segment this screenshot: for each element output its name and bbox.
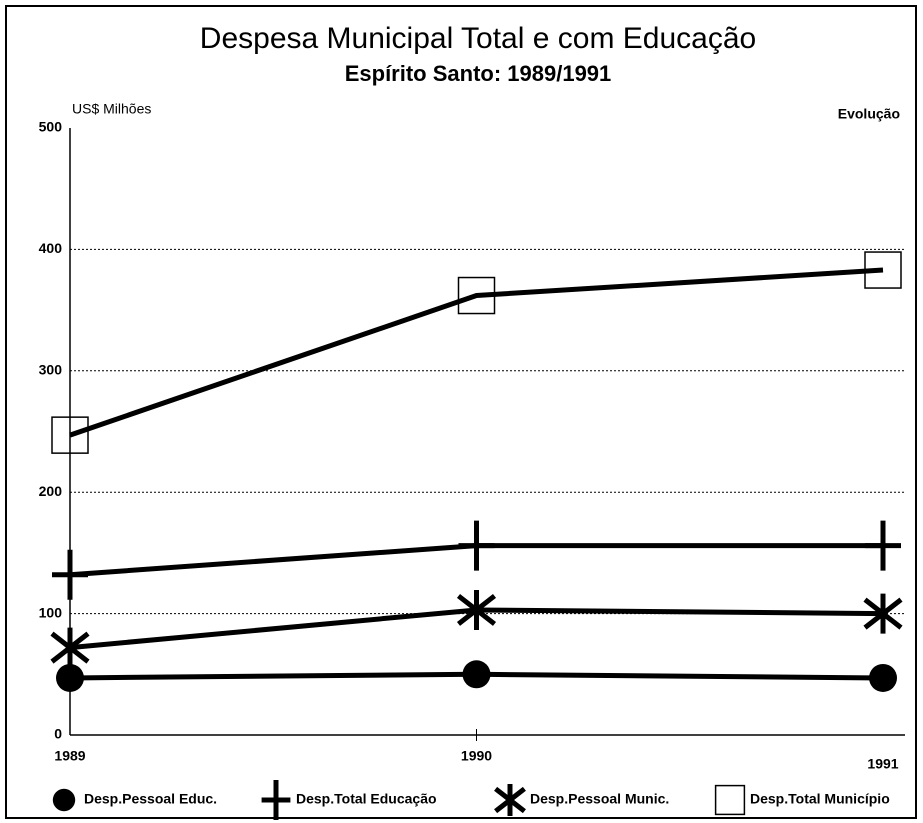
marker <box>456 589 497 630</box>
legend-label: Desp.Total Município <box>750 791 890 807</box>
marker <box>56 663 84 692</box>
chart-subtitle: Espírito Santo: 1989/1991 <box>345 61 612 86</box>
y-tick-label: 500 <box>39 119 63 135</box>
marker <box>863 593 903 634</box>
y-tick-label: 200 <box>39 483 63 499</box>
marker <box>865 520 901 571</box>
chart-title: Despesa Municipal Total e com Educação <box>200 22 756 55</box>
marker <box>51 416 89 454</box>
marker <box>462 660 491 689</box>
marker <box>869 663 897 692</box>
x-tick-label: 1991 <box>867 756 898 772</box>
marker <box>494 784 526 816</box>
marker <box>52 549 88 600</box>
legend-label: Desp.Pessoal Munic. <box>530 791 669 807</box>
y-axis-label: US$ Milhões <box>72 101 151 117</box>
legend-label: Desp.Total Educação <box>296 791 437 807</box>
x-tick-label: 1990 <box>461 748 492 764</box>
y-tick-label: 400 <box>39 240 63 256</box>
legend-label: Desp.Pessoal Educ. <box>84 791 217 807</box>
y-tick-label: 300 <box>39 362 63 378</box>
marker <box>714 784 746 816</box>
y-tick-label: 100 <box>39 604 63 620</box>
marker <box>864 251 902 289</box>
series-line <box>69 267 884 438</box>
frame <box>5 5 917 819</box>
marker <box>457 276 496 315</box>
marker <box>458 520 495 571</box>
marker <box>261 780 291 820</box>
marker <box>52 788 76 812</box>
x-tick-label: 1989 <box>54 748 85 764</box>
y-tick-label: 0 <box>54 726 62 742</box>
annotation: Evolução <box>838 106 900 122</box>
marker <box>50 627 90 668</box>
